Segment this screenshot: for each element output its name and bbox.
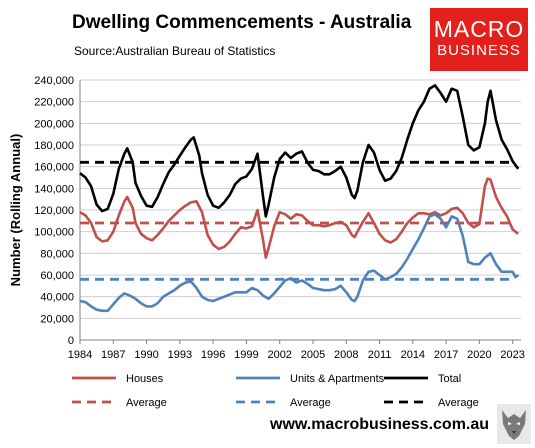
chart-source: Source:Australian Bureau of Statistics [74, 44, 276, 58]
legend-units-average-label: Average [290, 397, 331, 409]
macrobusiness-logo: MACRO BUSINESS [430, 8, 528, 71]
y-tick-label: 80,000 [40, 248, 74, 260]
y-tick-label: 0 [68, 335, 74, 347]
houses-series-line [79, 177, 520, 259]
y-tick-label: 40,000 [40, 292, 74, 304]
legend-houses-label: Houses [126, 373, 164, 385]
chart-title: Dwelling Commencements - Australia [72, 12, 412, 33]
legend-total-average-label: Average [438, 397, 479, 409]
x-tick-label: 1987 [101, 349, 125, 361]
y-tick-label: 240,000 [34, 75, 74, 87]
y-tick-label: 60,000 [40, 270, 74, 282]
legend-houses-average-label: Average [126, 397, 167, 409]
y-tick-label: 220,000 [34, 97, 74, 109]
x-tick-label: 1984 [68, 349, 92, 361]
x-tick-label: 2014 [401, 349, 425, 361]
y-axis-title: Number (Rolling Annual) [8, 134, 23, 287]
y-tick-label: 140,000 [34, 183, 74, 195]
website-footer: www.macrobusiness.com.au [270, 416, 490, 433]
x-tick-label: 2017 [434, 349, 458, 361]
y-tick-label: 120,000 [34, 205, 74, 217]
total-series-line [79, 84, 520, 218]
x-tick-label: 1999 [234, 349, 258, 361]
logo-line-2: BUSINESS [437, 42, 521, 59]
x-tick-label: 1993 [168, 349, 192, 361]
x-tick-label: 2011 [368, 349, 392, 361]
legend-total-label: Total [438, 373, 461, 385]
x-tick-label: 2002 [267, 349, 291, 361]
logo-line-1: MACRO [433, 16, 525, 42]
x-tick-label: 1996 [201, 349, 225, 361]
legend-units-label: Units & Apartments [290, 373, 385, 385]
x-tick-label: 2008 [334, 349, 358, 361]
x-tick-label: 1990 [134, 349, 158, 361]
y-tick-label: 180,000 [34, 140, 74, 152]
y-tick-label: 100,000 [34, 227, 74, 239]
y-tick-label: 200,000 [34, 118, 74, 130]
y-tick-label: 160,000 [34, 162, 74, 174]
y-tick-label: 20,000 [40, 313, 74, 325]
wolf-icon [497, 404, 531, 444]
x-tick-label: 2023 [500, 349, 524, 361]
x-tick-label: 2005 [301, 349, 325, 361]
x-tick-label: 2020 [467, 349, 491, 361]
units-series-line [79, 213, 520, 313]
